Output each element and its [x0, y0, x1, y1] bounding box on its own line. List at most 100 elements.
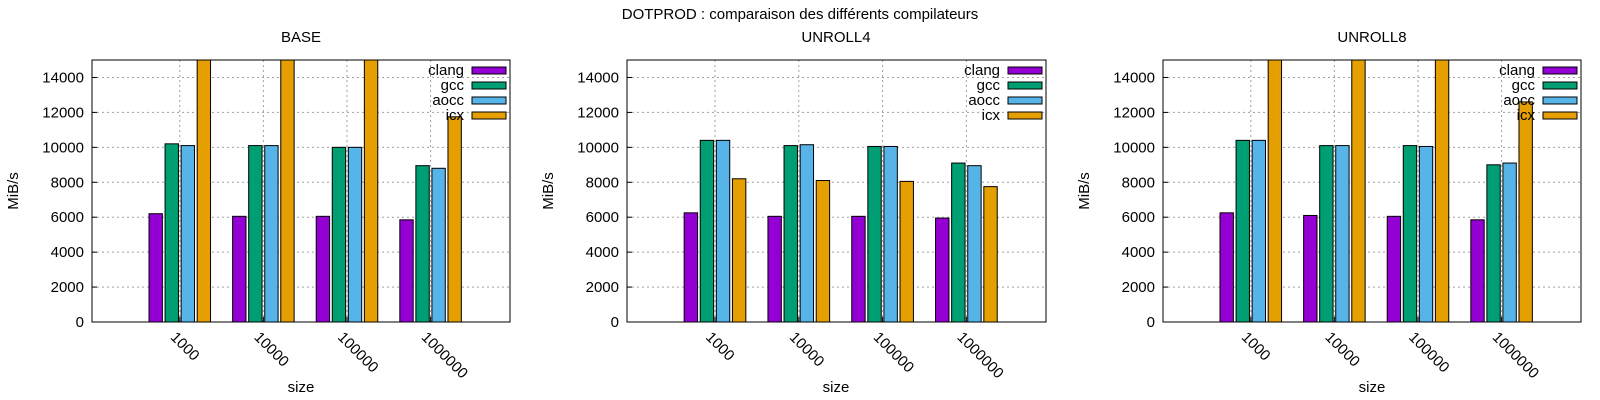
chart-title: UNROLL8: [1337, 29, 1406, 46]
bars: [148, 59, 462, 323]
y-tick-label: 6000: [51, 209, 84, 226]
bar-aocc: [347, 146, 363, 323]
y-tick-label: 8000: [586, 174, 619, 191]
bar-icx: [731, 178, 747, 323]
y-axis-label: MiB/s: [5, 172, 22, 210]
y-tick-label: 8000: [1122, 174, 1155, 191]
bar-aocc: [1335, 145, 1350, 323]
bar-aocc: [431, 167, 446, 323]
legend-label: clang: [428, 62, 464, 79]
plot-frame: [626, 59, 1047, 323]
x-ticks: 1000 10000 100000 1000000: [167, 317, 471, 382]
legend-swatch-gcc: [471, 81, 507, 90]
y-tick-label: 14000: [1113, 69, 1155, 86]
bar-gcc: [248, 145, 263, 323]
bar-clang: [232, 215, 247, 323]
bar-aocc: [1251, 139, 1266, 323]
legend-label: icx: [1517, 107, 1536, 124]
bar-gcc: [164, 143, 179, 323]
legend-swatch-aocc: [1542, 96, 1578, 105]
bar-clang: [767, 215, 782, 323]
chart-title: BASE: [281, 29, 321, 46]
y-tick-label: 0: [76, 314, 84, 331]
legend-label: gcc: [977, 77, 1001, 94]
x-tick-label: 100000: [1405, 329, 1452, 376]
legend-swatch-icx: [1007, 111, 1043, 120]
y-tick-label: 0: [611, 314, 619, 331]
y-tick-label: 2000: [51, 279, 84, 296]
bar-icx: [1434, 59, 1450, 323]
bar-aocc: [264, 145, 279, 323]
legend-label: clang: [964, 62, 1000, 79]
y-tick-label: 6000: [1122, 209, 1155, 226]
y-tick-label: 14000: [42, 69, 84, 86]
bar-icx: [196, 59, 212, 323]
bar-gcc: [951, 162, 966, 323]
x-tick-label: 1000: [167, 329, 203, 365]
x-tick-label: 10000: [1322, 329, 1364, 371]
legend-label: aocc: [968, 92, 1000, 109]
y-tick-label: 2000: [586, 279, 619, 296]
x-axis-label: size: [1359, 379, 1386, 396]
legend-swatch-icx: [1542, 111, 1578, 120]
y-tick-label: 4000: [1122, 244, 1155, 261]
y-tick-label: 4000: [586, 244, 619, 261]
x-ticks: 1000 10000 100000 1000000: [1238, 317, 1542, 382]
legend-swatch-gcc: [1542, 81, 1578, 90]
y-ticks: 0 2000 4000 6000 8000 10000 12000 14000: [42, 69, 97, 331]
bar-gcc: [415, 165, 430, 323]
bar-gcc: [699, 139, 715, 323]
bar-clang: [399, 219, 414, 323]
bar-clang: [683, 212, 699, 323]
x-tick-label: 1000000: [1489, 329, 1542, 382]
y-tick-label: 12000: [577, 104, 619, 121]
bar-aocc: [715, 139, 731, 323]
x-axis-label: size: [288, 379, 315, 396]
bar-icx: [1518, 101, 1533, 323]
bar-icx: [280, 59, 295, 323]
bar-gcc: [783, 145, 798, 323]
bar-aocc: [1418, 145, 1434, 323]
y-tick-label: 12000: [1113, 104, 1155, 121]
legend-label: gcc: [441, 77, 465, 94]
legend-label: aocc: [432, 92, 464, 109]
bar-icx: [363, 59, 379, 323]
y-tick-label: 8000: [51, 174, 84, 191]
y-tick-label: 14000: [577, 69, 619, 86]
chart-title: UNROLL4: [801, 29, 870, 46]
bar-gcc: [867, 145, 882, 323]
y-tick-label: 10000: [577, 139, 619, 156]
bar-icx: [899, 180, 914, 323]
legend-swatch-aocc: [471, 96, 507, 105]
bars: [683, 139, 998, 323]
legend-label: icx: [446, 107, 465, 124]
y-tick-label: 10000: [1113, 139, 1155, 156]
gridlines: [1163, 60, 1581, 322]
y-ticks: 0 2000 4000 6000 8000 10000 12000 14000: [577, 69, 632, 331]
bar-icx: [983, 186, 998, 323]
bar-clang: [1219, 212, 1234, 323]
bar-icx: [815, 180, 831, 323]
bar-icx: [447, 116, 462, 323]
plot-frame: [1162, 59, 1582, 323]
legend-label: icx: [982, 107, 1001, 124]
x-tick-label: 1000: [702, 329, 738, 365]
bar-clang: [315, 215, 331, 323]
x-axis-label: size: [823, 379, 850, 396]
gridlines: [92, 60, 510, 322]
bar-aocc: [180, 145, 195, 323]
bar-clang: [1303, 214, 1318, 323]
legend-label: aocc: [1503, 92, 1535, 109]
y-tick-label: 2000: [1122, 279, 1155, 296]
x-tick-label: 10000: [786, 329, 828, 371]
x-tick-label: 1000000: [418, 329, 471, 382]
chart-unroll8: UNROLL8 MiB/s size 0 2000 4000 6000 8000 1000…: [1076, 29, 1582, 396]
y-ticks: 0 2000 4000 6000 8000 10000 12000 14000: [1113, 69, 1168, 331]
legend-swatch-icx: [471, 111, 507, 120]
bar-aocc: [1502, 162, 1517, 323]
legend-label: clang: [1499, 62, 1535, 79]
